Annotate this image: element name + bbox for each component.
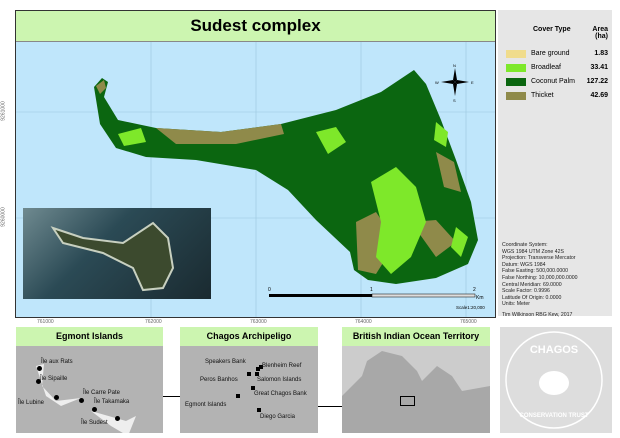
svg-text:CONSERVATION TRUST: CONSERVATION TRUST bbox=[519, 413, 588, 419]
coordinate-line: Scale Factor: 0.9996 bbox=[502, 288, 550, 295]
chagos-trust-logo: CHAGOS CONSERVATION TRUST bbox=[500, 327, 612, 433]
chagos-panel: Chagos Archipeligo Speakers Bank Blenhei… bbox=[180, 327, 318, 433]
legend-area: 1.83 bbox=[594, 50, 608, 57]
coordinate-info: Coordinate System: WGS 1984 UTM Zone 42S P… bbox=[502, 242, 578, 319]
coordinate-line: False Northing: 10,000,000.0000 bbox=[502, 274, 578, 281]
svg-text:2: 2 bbox=[473, 287, 476, 293]
coordinate-line: Latitude Of Origin: 0.0000 bbox=[502, 294, 562, 301]
scale-bar: 0 1 2 Km Scale1:20,000 bbox=[268, 287, 485, 310]
east-label: E bbox=[471, 80, 474, 85]
svg-text:CHAGOS: CHAGOS bbox=[530, 344, 578, 356]
north-label: N bbox=[453, 63, 456, 68]
legend-label: Coconut Palm bbox=[531, 78, 575, 85]
biot-panel: British Indian Ocean Territory bbox=[342, 327, 490, 433]
map-frame: Sudest complex N S E W 0 1 2 Km Scale1:2… bbox=[15, 10, 496, 318]
coordinate-line: False Easting: 500,000.0000 bbox=[502, 268, 569, 275]
y-tick: 9261000 bbox=[0, 101, 7, 121]
legend-swatch bbox=[506, 64, 526, 72]
south-label: S bbox=[453, 98, 456, 103]
legend-label: Thicket bbox=[531, 92, 554, 99]
coordinate-line: WGS 1984 UTM Zone 42S bbox=[502, 248, 564, 255]
north-arrow: N S E W bbox=[435, 63, 474, 103]
coordinate-line: Central Meridian: 69.0000 bbox=[502, 281, 562, 288]
x-tick: 761000 bbox=[37, 319, 54, 325]
egmont-panel: Egmont Islands Île aux Rats Île Sipaille… bbox=[16, 327, 163, 433]
coordinate-line: Datum: WGS 1984 bbox=[502, 261, 546, 268]
svg-text:Km: Km bbox=[476, 295, 484, 301]
location-box bbox=[400, 396, 415, 406]
biot-title: British Indian Ocean Territory bbox=[342, 327, 490, 346]
legend-swatch bbox=[506, 50, 526, 58]
egmont-title: Egmont Islands bbox=[16, 327, 163, 346]
x-tick: 764000 bbox=[355, 319, 372, 325]
legend-label: Broadleaf bbox=[531, 64, 561, 71]
island-thicket bbox=[96, 80, 461, 274]
coordinate-line: Coordinate System: bbox=[502, 242, 548, 248]
map-title: Sudest complex bbox=[16, 11, 495, 42]
west-label: W bbox=[435, 80, 439, 85]
satellite-inset bbox=[23, 208, 211, 299]
legend-area: 33.41 bbox=[590, 64, 608, 71]
legend-header-area: Area (ha) bbox=[592, 26, 608, 40]
legend-panel: Cover Type Area (ha) Bare ground 1.83 Broad… bbox=[498, 10, 612, 319]
island-broadleaf bbox=[118, 122, 468, 274]
legend-label: Bare ground bbox=[531, 50, 570, 57]
legend-area: 42.69 bbox=[590, 92, 608, 99]
svg-text:Scale1:20,000: Scale1:20,000 bbox=[456, 305, 485, 310]
chagos-title: Chagos Archipeligo bbox=[180, 327, 318, 346]
x-tick: 762000 bbox=[145, 319, 162, 325]
coordinate-line: Projection: Transverse Mercator bbox=[502, 255, 576, 262]
legend-area: 127.22 bbox=[586, 78, 608, 85]
coordinate-line: Units: Meter bbox=[502, 301, 530, 308]
x-tick: 765000 bbox=[460, 319, 477, 325]
y-tick: 9260000 bbox=[0, 207, 7, 227]
x-tick: 763000 bbox=[250, 319, 267, 325]
svg-text:1: 1 bbox=[370, 287, 373, 293]
credit: Tim Wilkinson RBG Kew, 2017 bbox=[502, 311, 573, 318]
legend-swatch bbox=[506, 78, 526, 86]
legend-swatch bbox=[506, 92, 526, 100]
legend-header-type: Cover Type bbox=[533, 26, 571, 33]
svg-text:0: 0 bbox=[268, 287, 271, 293]
